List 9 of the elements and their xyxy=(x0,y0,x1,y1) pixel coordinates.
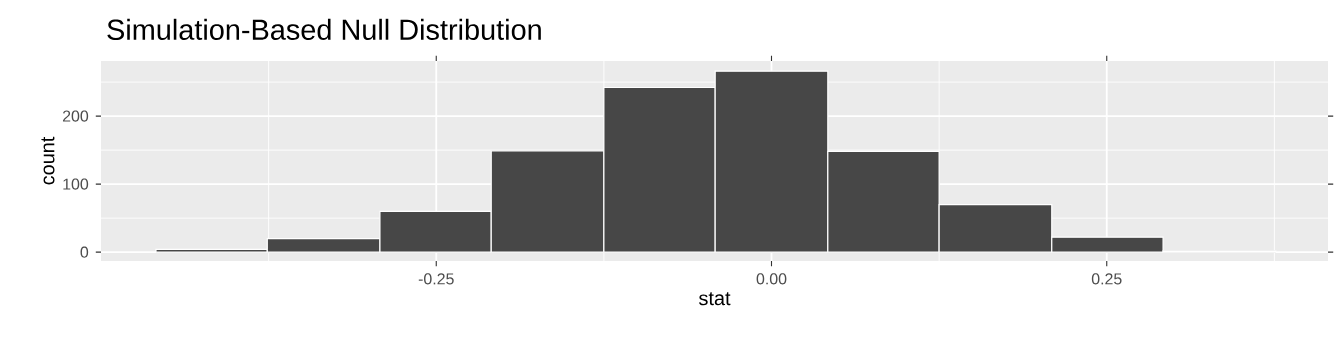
x-tick-label: -0.25 xyxy=(418,273,454,285)
x-tick-label: 0.00 xyxy=(756,273,787,285)
y-axis-title: count xyxy=(41,136,55,185)
chart-title: Simulation-Based Null Distribution xyxy=(107,18,541,40)
y-tick-label: 0 xyxy=(80,246,89,258)
y-tick-label: 200 xyxy=(62,110,89,122)
x-tick-label: 0.25 xyxy=(1091,273,1122,285)
x-axis-title: stat xyxy=(699,292,731,306)
y-tick-label: 100 xyxy=(63,178,89,190)
